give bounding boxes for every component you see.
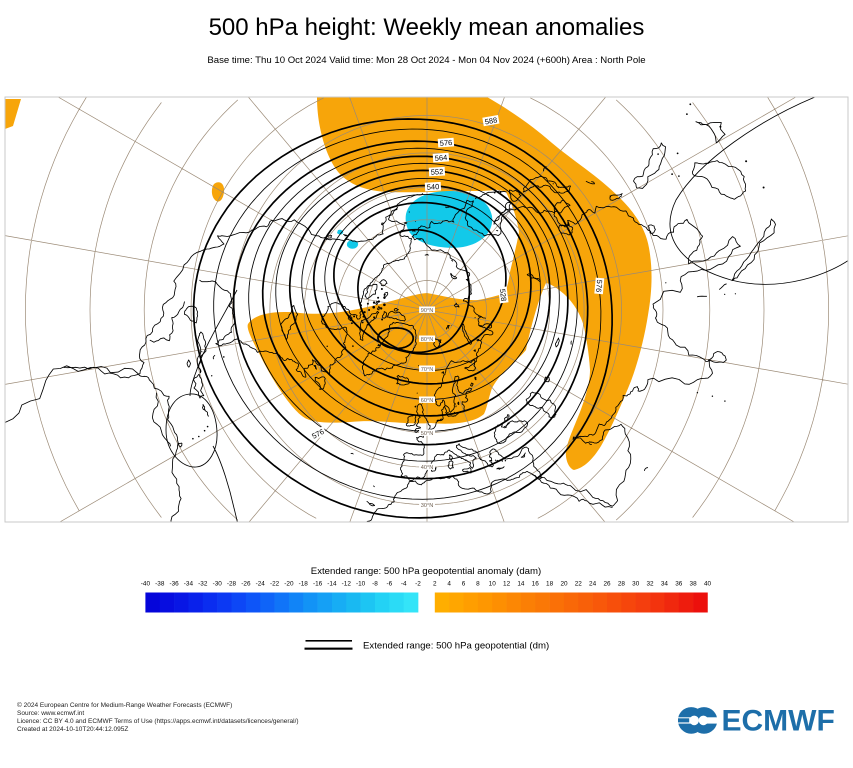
svg-text:14: 14 [517, 581, 525, 588]
svg-text:22: 22 [575, 581, 583, 588]
svg-text:ECMWF: ECMWF [722, 705, 835, 738]
svg-text:38: 38 [690, 581, 698, 588]
svg-text:8: 8 [476, 581, 480, 588]
svg-text:-34: -34 [184, 581, 194, 588]
svg-text:50°N: 50°N [421, 431, 434, 437]
svg-text:-22: -22 [270, 581, 280, 588]
svg-text:-20: -20 [284, 581, 294, 588]
svg-text:576: 576 [594, 279, 604, 292]
svg-text:-12: -12 [342, 581, 352, 588]
svg-text:-16: -16 [313, 581, 323, 588]
svg-text:30°N: 30°N [421, 503, 434, 509]
svg-text:40: 40 [704, 581, 712, 588]
svg-text:-30: -30 [213, 581, 223, 588]
svg-text:4: 4 [447, 581, 451, 588]
svg-text:-28: -28 [227, 581, 237, 588]
svg-text:564: 564 [434, 153, 447, 163]
svg-text:28: 28 [618, 581, 626, 588]
svg-text:-8: -8 [372, 581, 378, 588]
svg-text:80°N: 80°N [421, 337, 434, 343]
svg-text:6: 6 [462, 581, 466, 588]
svg-text:588: 588 [484, 115, 498, 126]
svg-text:540: 540 [427, 182, 440, 192]
svg-text:90°N: 90°N [421, 308, 434, 314]
svg-text:34: 34 [661, 581, 669, 588]
svg-text:576: 576 [439, 138, 452, 148]
svg-text:528: 528 [498, 288, 508, 302]
svg-text:552: 552 [431, 167, 444, 177]
svg-text:Extended range: 500 hPa geopot: Extended range: 500 hPa geopotential (dm… [363, 641, 549, 652]
svg-text:20: 20 [560, 581, 568, 588]
svg-text:-26: -26 [241, 581, 251, 588]
svg-text:24: 24 [589, 581, 597, 588]
svg-text:-36: -36 [169, 581, 179, 588]
svg-text:18: 18 [546, 581, 554, 588]
svg-text:-2: -2 [415, 581, 421, 588]
svg-text:-32: -32 [198, 581, 208, 588]
svg-text:-10: -10 [356, 581, 366, 588]
svg-text:-40: -40 [141, 581, 151, 588]
svg-text:10: 10 [489, 581, 497, 588]
svg-text:-14: -14 [327, 581, 337, 588]
svg-text:-4: -4 [401, 581, 407, 588]
svg-text:26: 26 [603, 581, 611, 588]
svg-text:40°N: 40°N [421, 465, 434, 471]
svg-text:-18: -18 [299, 581, 309, 588]
svg-text:32: 32 [646, 581, 654, 588]
svg-text:60°N: 60°N [421, 398, 434, 404]
svg-text:2: 2 [433, 581, 437, 588]
svg-text:-6: -6 [387, 581, 393, 588]
svg-text:70°N: 70°N [421, 367, 434, 373]
svg-text:16: 16 [532, 581, 540, 588]
svg-text:30: 30 [632, 581, 640, 588]
svg-text:-24: -24 [256, 581, 266, 588]
svg-text:12: 12 [503, 581, 511, 588]
svg-text:Extended range: 500 hPa geopot: Extended range: 500 hPa geopotential ano… [311, 566, 541, 577]
svg-text:-38: -38 [155, 581, 165, 588]
svg-text:36: 36 [675, 581, 683, 588]
